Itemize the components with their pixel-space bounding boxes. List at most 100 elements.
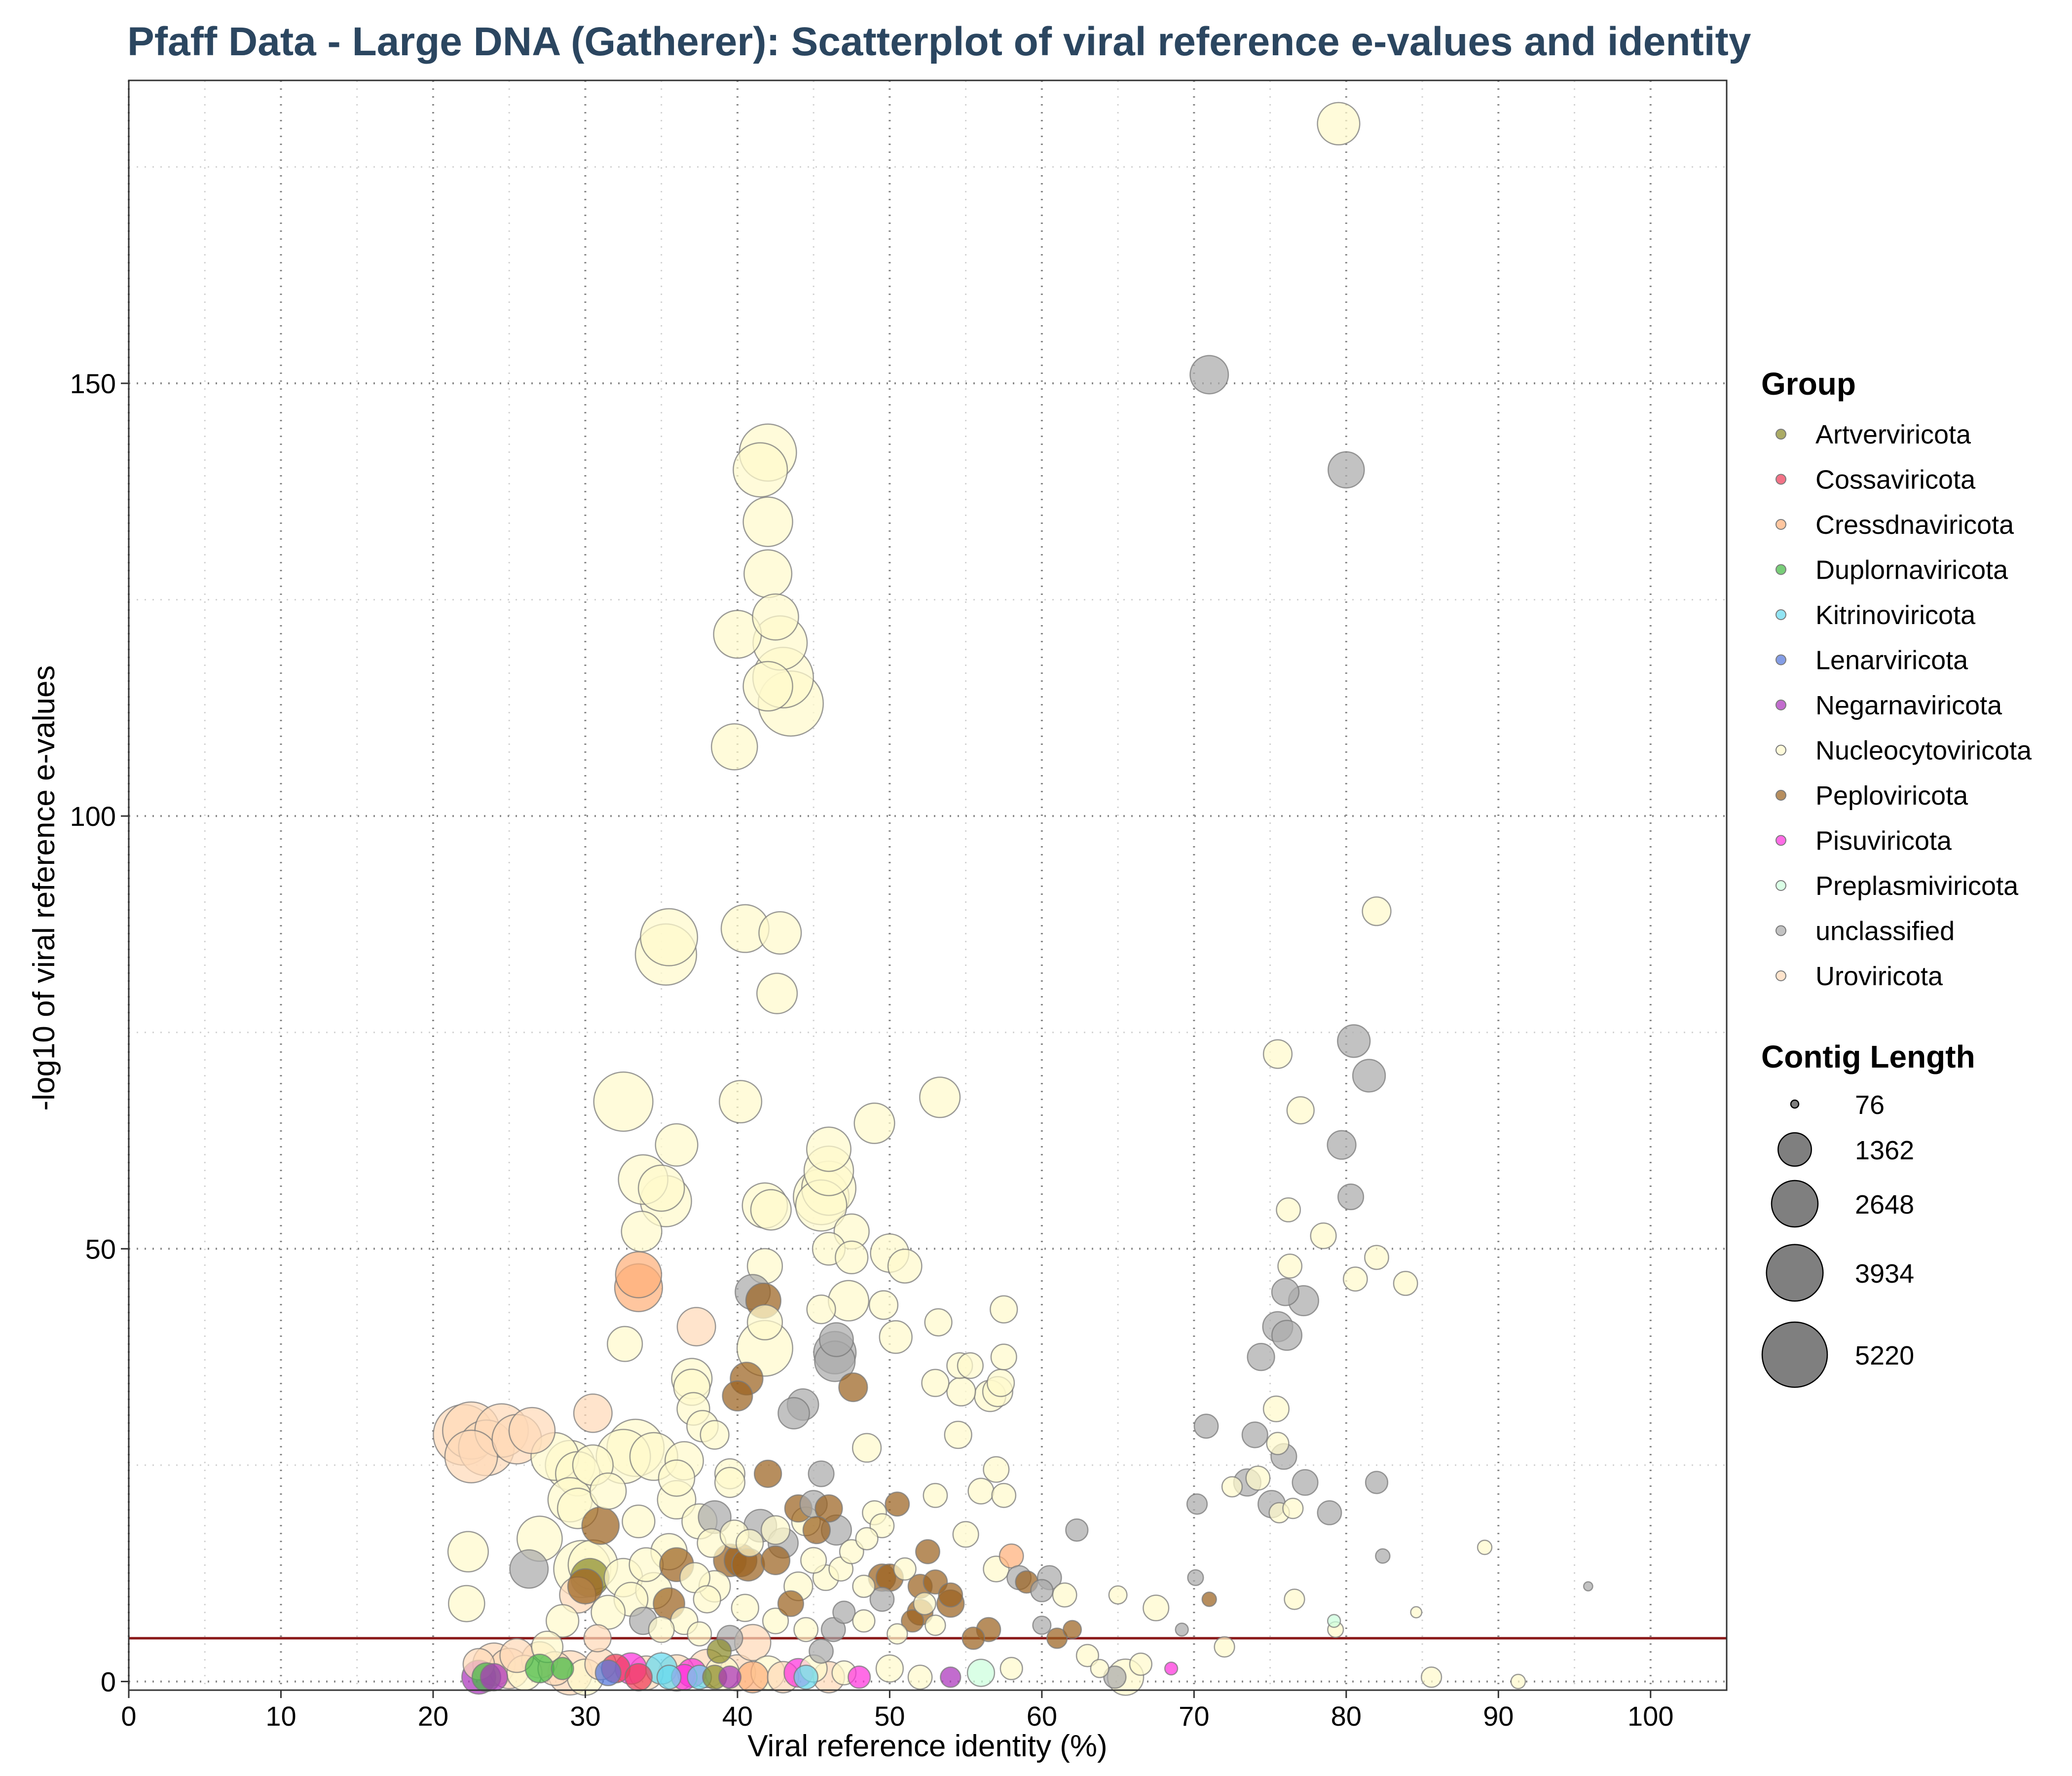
y-tick-label: 50 — [85, 1233, 116, 1264]
data-point — [591, 1594, 626, 1630]
size-legend-swatch — [1766, 1244, 1824, 1302]
data-point — [742, 496, 793, 547]
y-axis: 0 50 100 150 — [70, 368, 129, 1697]
data-point — [760, 1515, 791, 1545]
y-tick-label: 0 — [101, 1666, 116, 1697]
data-point — [1337, 1183, 1365, 1211]
data-point — [736, 1661, 769, 1694]
legend-swatch — [1776, 790, 1786, 801]
legend: Group Artverviricota Cossaviricota Cressdn… — [1761, 366, 2032, 1388]
data-point — [1310, 1222, 1337, 1250]
legend-swatch — [1776, 925, 1786, 936]
data-point — [742, 661, 793, 712]
group-legend-title: Group — [1761, 366, 1856, 402]
data-point — [1362, 896, 1392, 926]
data-point — [990, 1343, 1017, 1370]
x-tick-label: 0 — [121, 1701, 136, 1732]
data-point — [809, 1638, 834, 1664]
size-legend-label: 3934 — [1855, 1259, 1914, 1289]
data-point — [706, 1638, 732, 1664]
data-point — [907, 1665, 933, 1690]
data-point — [806, 1126, 851, 1172]
size-legend-items: 76 1362 2648 3934 5220 — [1761, 1090, 1914, 1388]
data-point — [915, 1539, 940, 1564]
data-point — [1352, 1059, 1386, 1093]
data-point — [746, 1304, 783, 1341]
size-legend-label: 2648 — [1855, 1190, 1914, 1220]
data-point — [1317, 102, 1361, 146]
size-legend-title: Contig Length — [1761, 1039, 1975, 1074]
data-point — [1032, 1615, 1052, 1635]
data-point — [762, 1607, 789, 1634]
data-point — [753, 1459, 782, 1488]
data-point — [733, 442, 788, 498]
size-legend-label: 5220 — [1855, 1341, 1914, 1370]
data-point — [1065, 1518, 1089, 1542]
data-point — [1410, 1606, 1423, 1619]
data-point — [448, 1585, 485, 1623]
data-point — [924, 1308, 953, 1337]
data-point — [793, 1665, 819, 1690]
legend-label: Peploviricota — [1815, 781, 1968, 811]
data-point — [743, 549, 793, 598]
data-point — [731, 1593, 759, 1622]
data-point — [838, 1372, 868, 1403]
data-point — [879, 1320, 913, 1354]
data-point — [573, 1393, 613, 1433]
data-point — [756, 972, 798, 1014]
data-point — [1241, 1421, 1268, 1448]
data-point — [1292, 1469, 1319, 1496]
legend-label: Artverviricota — [1815, 420, 1971, 449]
legend-label: Uroviricota — [1815, 962, 1943, 991]
legend-swatch — [1776, 429, 1786, 440]
data-point — [750, 1189, 792, 1231]
data-point — [637, 1164, 685, 1212]
data-point — [1201, 1591, 1217, 1607]
data-point — [655, 1123, 699, 1167]
x-tick-label: 20 — [418, 1701, 448, 1732]
data-point — [962, 1627, 985, 1650]
data-point — [1420, 1666, 1443, 1688]
data-point — [1342, 1266, 1368, 1292]
data-point — [648, 1616, 675, 1643]
data-point — [480, 1663, 508, 1692]
legend-swatch — [1776, 970, 1786, 981]
data-point — [1143, 1594, 1170, 1622]
data-point — [1327, 1130, 1357, 1160]
data-point — [1477, 1539, 1493, 1555]
data-point — [1583, 1581, 1593, 1591]
data-point — [999, 1657, 1023, 1680]
data-point — [524, 1654, 555, 1684]
data-point — [718, 1079, 763, 1124]
data-point — [735, 1529, 764, 1557]
data-point — [946, 1376, 976, 1406]
data-point — [991, 1482, 1017, 1508]
data-point — [714, 1467, 746, 1498]
legend-label: Pisuviricota — [1815, 826, 1952, 856]
legend-swatch — [1776, 474, 1786, 485]
data-point — [952, 1521, 979, 1548]
data-point — [1262, 1395, 1290, 1422]
data-point — [855, 1527, 879, 1551]
data-point — [1393, 1271, 1418, 1296]
x-tick-label: 60 — [1027, 1701, 1057, 1732]
data-point — [777, 1590, 804, 1617]
data-point — [851, 1433, 882, 1463]
legend-swatch — [1776, 519, 1786, 530]
data-point — [777, 1397, 810, 1430]
data-point — [832, 1600, 856, 1624]
data-point — [1247, 1342, 1275, 1371]
data-point — [800, 1547, 827, 1574]
data-point — [752, 593, 799, 641]
data-point — [583, 1624, 612, 1653]
data-point — [1075, 1644, 1100, 1667]
data-point — [700, 1420, 730, 1450]
data-point — [957, 1352, 984, 1379]
data-point — [1375, 1548, 1391, 1564]
size-legend-swatch — [1777, 1132, 1812, 1167]
data-point — [925, 1614, 946, 1636]
data-point — [893, 1557, 917, 1581]
group-legend-items: Artverviricota Cossaviricota Cressdnaviric… — [1776, 420, 2032, 991]
